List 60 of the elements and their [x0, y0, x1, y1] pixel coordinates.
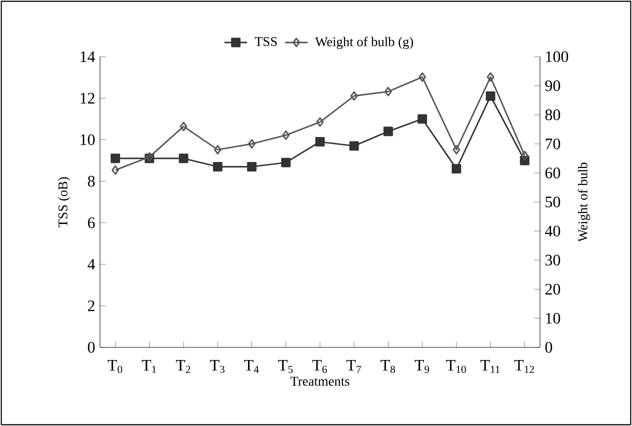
y-axis-title: TSS (oB) [58, 177, 70, 228]
x-tick-label: T$_{10}$ [446, 360, 466, 374]
y2-tick-label: 60 [545, 168, 560, 178]
x-axis-title: Treatments [290, 376, 350, 386]
point [418, 72, 426, 82]
y-tick-label: 12 [80, 92, 94, 104]
y2-tick-label: 0 [545, 342, 552, 353]
point [452, 164, 462, 174]
y2-tick-label: 80 [545, 109, 560, 120]
point [110, 154, 120, 164]
point [349, 141, 359, 151]
x-tick-label: T$_{7}$ [346, 360, 362, 373]
x-tick-label: T$_{1}$ [142, 360, 156, 373]
y-tick-label: 0 [88, 342, 95, 353]
x-tick-label: T$_{12}$ [514, 360, 534, 373]
y2-tick-label: 90 [545, 80, 560, 92]
point [315, 137, 325, 147]
y2-tick-label: 10 [546, 312, 560, 324]
y2-tick-label: 50 [546, 196, 560, 208]
point [180, 122, 188, 132]
point [214, 144, 222, 154]
point [281, 158, 291, 168]
y-tick-label: 4 [88, 259, 96, 270]
y2-tick-label: 20 [545, 284, 560, 295]
y2-axis-title: Weight of bulb [578, 162, 590, 242]
x-tick-label: T$_{0}$ [108, 360, 122, 374]
point [486, 72, 494, 82]
x-tick-label: T$_{9}$ [414, 360, 430, 374]
point [248, 139, 256, 149]
x-tick-label: T$_{3}$ [210, 360, 224, 374]
y-tick-label: 2 [88, 300, 94, 312]
x-tick-label: T$_{4}$ [244, 360, 259, 373]
x-tick-label: T$_{5}$ [278, 360, 293, 374]
point [247, 162, 257, 172]
point [350, 91, 358, 101]
legend-label: TSS [254, 37, 277, 46]
y2-tick-label: 40 [545, 226, 560, 236]
y-tick-label: 6 [88, 217, 95, 228]
point [383, 126, 393, 136]
x-tick-label: T$_{11}$ [480, 360, 500, 373]
point [316, 117, 324, 127]
point [486, 91, 496, 101]
y2-tick-label: 100 [546, 51, 568, 62]
y-tick-label: 8 [88, 176, 95, 187]
y-tick-label: 10 [80, 134, 95, 146]
x-tick-label: T$_{6}$ [312, 360, 327, 374]
y2-tick-label: 30 [545, 254, 560, 266]
point [178, 154, 188, 164]
point [282, 130, 290, 140]
point [212, 162, 222, 172]
point [384, 86, 392, 96]
point [452, 144, 460, 154]
legend-label: Weight of bulb (g) [315, 36, 414, 50]
y2-tick-label: 70 [546, 138, 560, 150]
x-tick-label: T$_{8}$ [380, 360, 396, 374]
y-tick-label: 14 [80, 51, 96, 62]
point [418, 114, 428, 124]
point [520, 150, 528, 160]
x-tick-label: T$_{2}$ [176, 360, 190, 373]
point [112, 165, 120, 175]
